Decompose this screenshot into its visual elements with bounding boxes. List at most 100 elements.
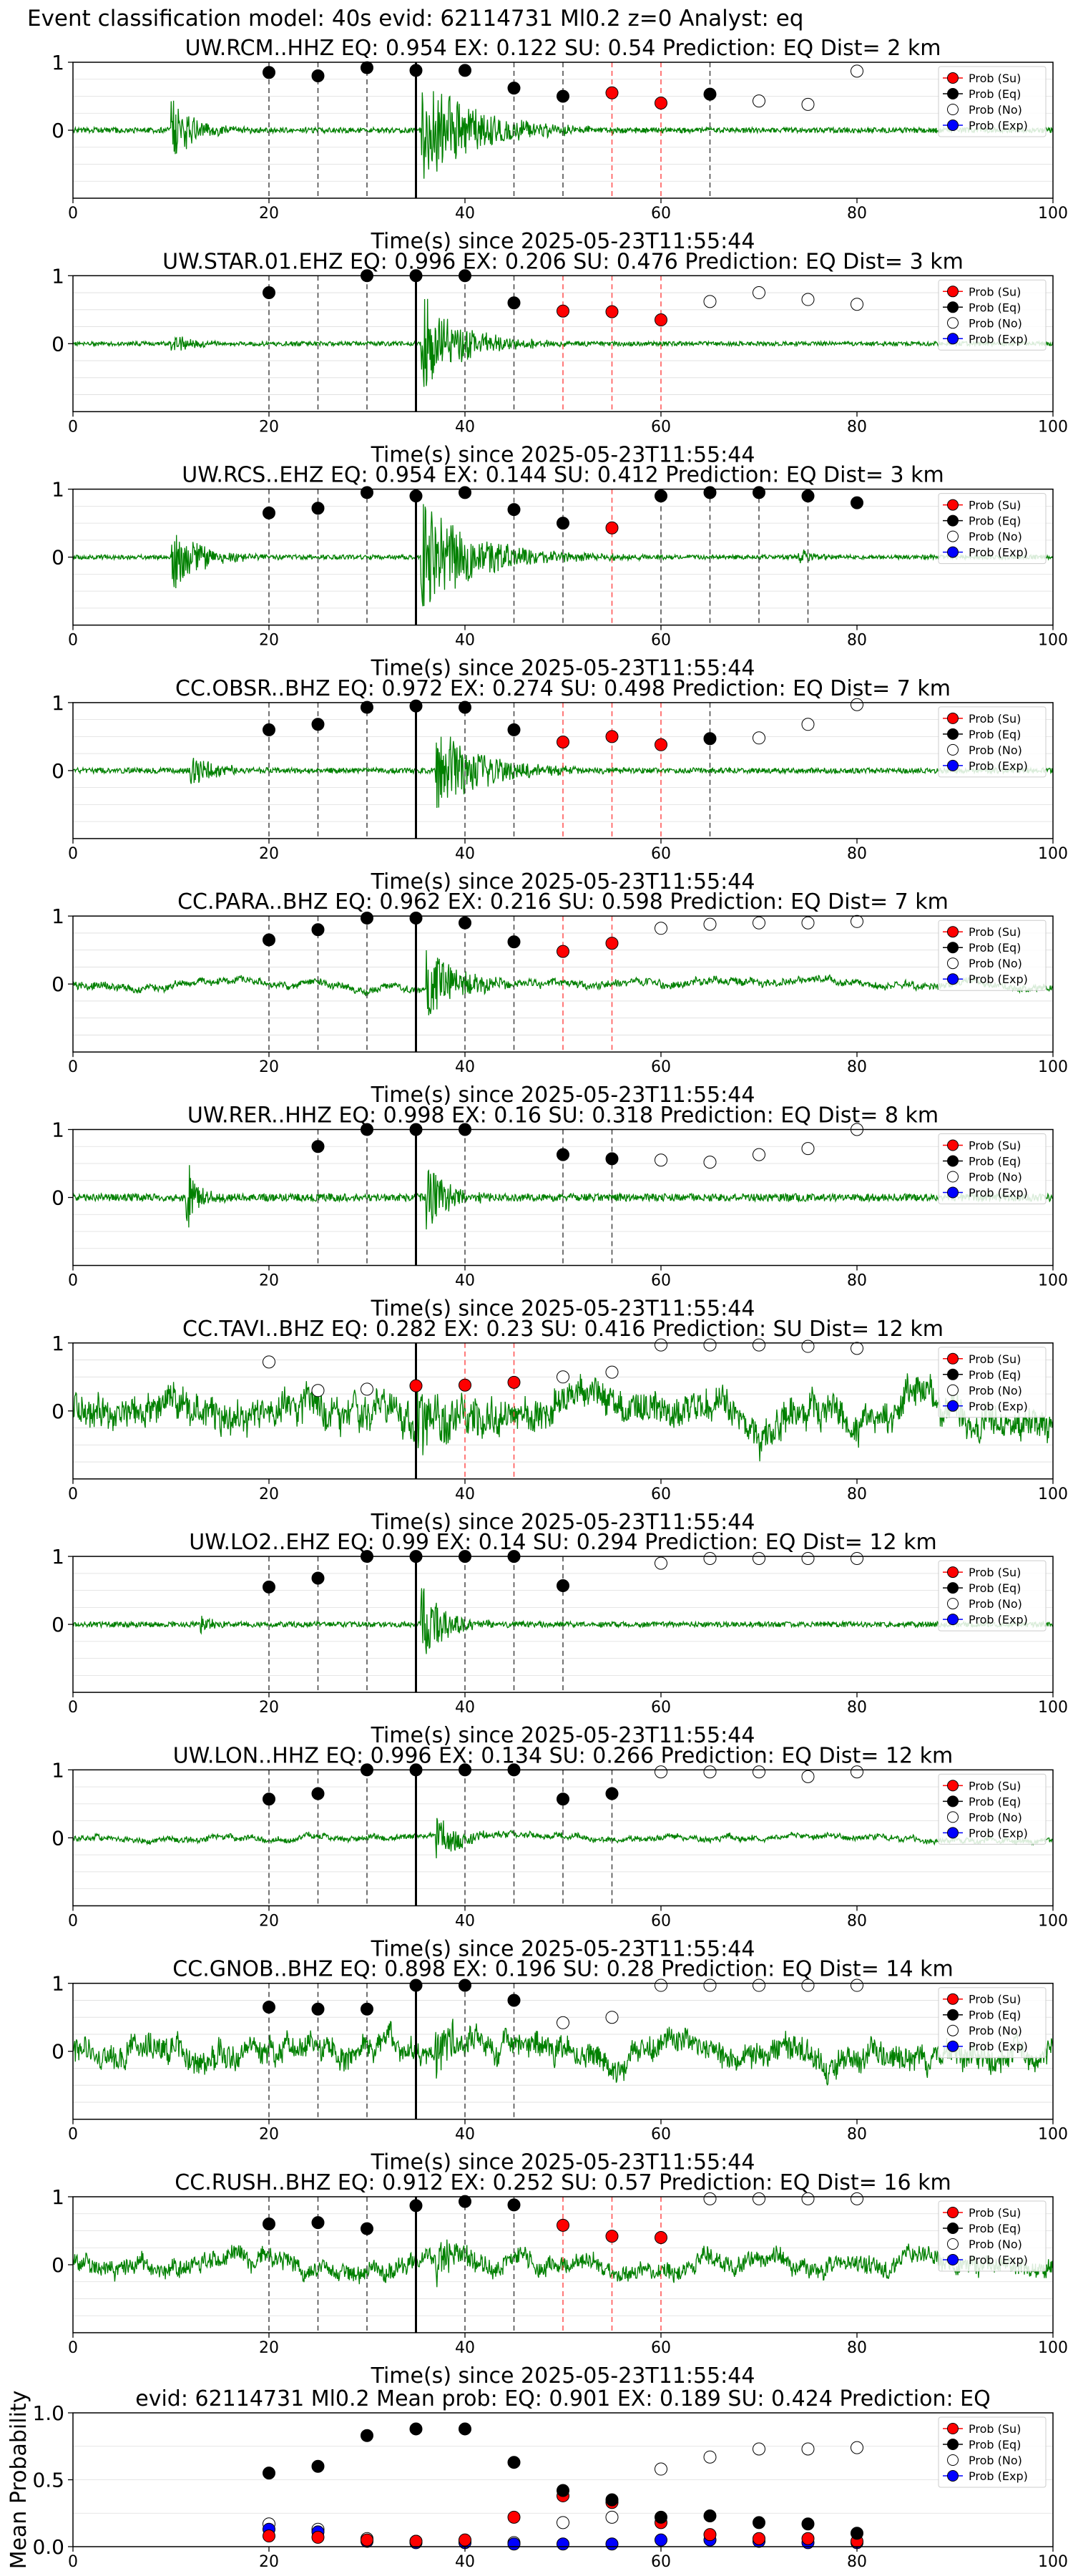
prob-point-eq bbox=[753, 2516, 765, 2529]
prob-point-no bbox=[801, 916, 815, 930]
y-tick-label: 0 bbox=[52, 759, 64, 783]
legend-label-exp: Prob (Exp) bbox=[969, 1186, 1028, 1200]
x-tick-label: 60 bbox=[651, 205, 671, 223]
y-tick-label: 0 bbox=[52, 2253, 64, 2277]
prob-point-no bbox=[311, 1384, 325, 1397]
prob-point-eq bbox=[557, 89, 569, 103]
legend-marker-exp bbox=[947, 1827, 959, 1839]
prob-point-no bbox=[851, 914, 863, 928]
x-tick-label: 0 bbox=[68, 1912, 78, 1930]
x-tick-label: 100 bbox=[1038, 1058, 1068, 1076]
station-panel: UW.LO2..EHZ EQ: 0.99 EX: 0.14 SU: 0.294 … bbox=[52, 1530, 1068, 1748]
legend-label-eq: Prob (Eq) bbox=[969, 728, 1021, 741]
legend-marker-exp bbox=[947, 1186, 959, 1199]
prob-point-eq bbox=[263, 66, 275, 79]
y-tick-label: 1 bbox=[52, 904, 64, 928]
panel-title: UW.RCM..HHZ EQ: 0.954 EX: 0.122 SU: 0.54… bbox=[185, 36, 941, 61]
prob-point-no bbox=[753, 1338, 765, 1352]
legend-marker-su bbox=[947, 2423, 959, 2434]
prob-point-no bbox=[801, 1551, 815, 1565]
prob-point-no bbox=[753, 286, 765, 300]
legend-label-eq: Prob (Eq) bbox=[969, 1581, 1021, 1595]
panel-legend: Prob (Su) Prob (Eq) Prob (No) Prob (Exp) bbox=[938, 1347, 1047, 1418]
y-tick-label: 1 bbox=[52, 691, 64, 715]
legend-label-su: Prob (Su) bbox=[969, 499, 1021, 512]
x-tick-label: 100 bbox=[1038, 418, 1068, 436]
x-tick-label: 0 bbox=[68, 2339, 78, 2357]
prob-point-no bbox=[851, 1979, 863, 1992]
probability-points bbox=[263, 2422, 863, 2551]
prob-point-su bbox=[507, 1375, 521, 1389]
legend-marker-eq bbox=[947, 1368, 959, 1380]
prob-point-eq bbox=[507, 935, 521, 949]
prob-point-eq bbox=[459, 701, 471, 714]
prob-point-su bbox=[703, 2528, 717, 2542]
waveform-trace bbox=[73, 950, 1053, 1015]
legend-marker-su bbox=[947, 1352, 959, 1365]
prob-point-eq bbox=[851, 2527, 863, 2540]
prob-point-eq bbox=[459, 64, 471, 77]
y-tick-label: 0 bbox=[52, 972, 64, 996]
legend-label-exp: Prob (Exp) bbox=[969, 1613, 1028, 1626]
prob-point-eq bbox=[655, 489, 667, 503]
prob-point-eq bbox=[361, 2222, 373, 2235]
x-tick-label: 40 bbox=[455, 418, 475, 436]
legend-box bbox=[938, 1560, 1047, 1631]
prob-point-no bbox=[703, 1765, 717, 1779]
prob-point-eq bbox=[311, 69, 325, 82]
x-tick-label: 60 bbox=[651, 418, 671, 436]
prob-point-eq bbox=[263, 1580, 275, 1594]
legend-marker-no bbox=[947, 1384, 959, 1396]
prob-point-no bbox=[753, 1979, 765, 1992]
legend-marker-no bbox=[947, 743, 959, 756]
prob-point-eq bbox=[409, 1979, 423, 1992]
legend-box bbox=[938, 1347, 1047, 1418]
panel-legend: Prob (Su) Prob (Eq) Prob (No) Prob (Exp) bbox=[938, 1773, 1047, 1845]
y-tick-label: 1 bbox=[52, 264, 64, 288]
x-tick-label: 60 bbox=[651, 2126, 671, 2144]
x-tick-label: 60 bbox=[651, 1272, 671, 1290]
waveform-trace bbox=[73, 2019, 1053, 2086]
prob-point-no bbox=[801, 1979, 815, 1992]
legend-marker-exp bbox=[947, 759, 959, 771]
x-tick-label: 80 bbox=[847, 1912, 867, 1930]
legend-box bbox=[938, 919, 1047, 991]
x-axis-label: Time(s) since 2025-05-23T11:55:44 bbox=[371, 442, 755, 467]
legend-marker-su bbox=[947, 499, 959, 511]
y-tick-label: 1 bbox=[52, 1332, 64, 1355]
x-tick-label: 100 bbox=[1038, 1485, 1068, 1503]
prob-point-no bbox=[605, 2011, 619, 2024]
prob-point-no bbox=[851, 698, 863, 711]
legend-marker-exp bbox=[947, 973, 959, 985]
legend-marker-eq bbox=[947, 1582, 959, 1594]
x-tick-label: 60 bbox=[651, 1912, 671, 1930]
x-tick-label: 60 bbox=[651, 1485, 671, 1503]
prob-point-eq bbox=[703, 87, 717, 101]
x-axis-label: Time(s) since 2025-05-23T11:55:44 bbox=[371, 1083, 755, 1108]
prob-point-eq bbox=[263, 933, 275, 947]
legend-label-su: Prob (Su) bbox=[969, 1779, 1021, 1792]
legend-label-su: Prob (Su) bbox=[969, 2422, 1021, 2436]
panel-legend: Prob (Su) Prob (Eq) Prob (No) Prob (Exp) bbox=[938, 279, 1047, 351]
legend-marker-eq bbox=[947, 514, 959, 527]
x-tick-label: 40 bbox=[455, 1912, 475, 1930]
x-tick-label: 20 bbox=[259, 2126, 279, 2144]
panel-legend: Prob (Su) Prob (Eq) Prob (No) Prob (Exp) bbox=[938, 1560, 1047, 1631]
x-tick-label: 0 bbox=[68, 205, 78, 223]
prob-point-eq bbox=[361, 2002, 373, 2016]
x-tick-label: 100 bbox=[1038, 1699, 1068, 1717]
prob-point-su bbox=[311, 2530, 325, 2544]
prob-point-no bbox=[703, 1979, 717, 1992]
legend-label-eq: Prob (Eq) bbox=[969, 941, 1021, 955]
panel-title: UW.STAR.01.EHZ EQ: 0.996 EX: 0.206 SU: 0… bbox=[162, 249, 964, 274]
panel-legend: Prob (Su) Prob (Eq) Prob (No) Prob (Exp) bbox=[938, 1133, 1047, 1204]
y-tick-label: 0 bbox=[52, 1186, 64, 1210]
panel-title: CC.TAVI..BHZ EQ: 0.282 EX: 0.23 SU: 0.41… bbox=[182, 1317, 944, 1342]
mean-probability-panel: evid: 62114731 Ml0.2 Mean prob: EQ: 0.90… bbox=[6, 2386, 1068, 2571]
prob-point-eq bbox=[507, 503, 521, 517]
legend-label-eq: Prob (Eq) bbox=[969, 2222, 1021, 2235]
y-tick-label: 0 bbox=[52, 2040, 64, 2064]
prob-point-eq bbox=[507, 2456, 521, 2469]
legend-label-no: Prob (No) bbox=[969, 316, 1022, 330]
prob-point-eq bbox=[753, 486, 765, 499]
